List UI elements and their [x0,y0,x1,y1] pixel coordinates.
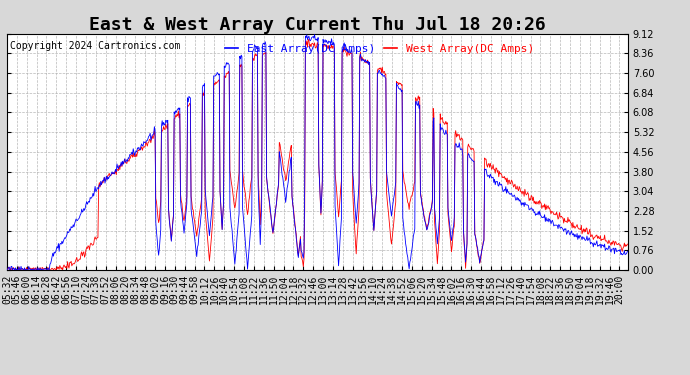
Text: Copyright 2024 Cartronics.com: Copyright 2024 Cartronics.com [10,41,180,51]
Title: East & West Array Current Thu Jul 18 20:26: East & West Array Current Thu Jul 18 20:… [89,16,546,34]
Legend: East Array(DC Amps), West Array(DC Amps): East Array(DC Amps), West Array(DC Amps) [220,39,539,58]
